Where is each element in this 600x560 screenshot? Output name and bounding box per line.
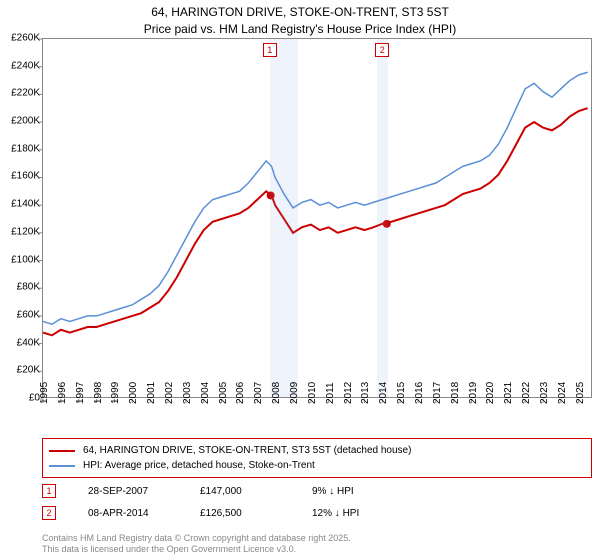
marker-price: £126,500	[200, 508, 280, 519]
annotation-marker: 2	[375, 43, 389, 57]
marker-delta: 9% ↓ HPI	[312, 486, 392, 497]
y-tick-label: £240K	[0, 60, 40, 71]
marker-date: 08-APR-2014	[88, 508, 168, 519]
y-tick-label: £220K	[0, 88, 40, 99]
y-tick-label: £180K	[0, 143, 40, 154]
footer-line2: This data is licensed under the Open Gov…	[42, 544, 592, 556]
legend-item: 64, HARINGTON DRIVE, STOKE-ON-TRENT, ST3…	[49, 443, 585, 458]
footer: Contains HM Land Registry data © Crown c…	[42, 533, 592, 556]
marker-date: 28-SEP-2007	[88, 486, 168, 497]
y-tick-label: £260K	[0, 33, 40, 44]
marker-delta: 12% ↓ HPI	[312, 508, 392, 519]
series-line	[43, 72, 588, 324]
title-line1: 64, HARINGTON DRIVE, STOKE-ON-TRENT, ST3…	[0, 4, 600, 21]
y-tick-label: £80K	[0, 282, 40, 293]
marker-index-box: 2	[42, 506, 56, 520]
chart-svg	[43, 39, 593, 399]
legend-item: HPI: Average price, detached house, Stok…	[49, 458, 585, 473]
footer-line1: Contains HM Land Registry data © Crown c…	[42, 533, 592, 545]
plot-area: 12	[42, 38, 592, 398]
chart-container: 64, HARINGTON DRIVE, STOKE-ON-TRENT, ST3…	[0, 0, 600, 560]
y-tick-label: £0	[0, 393, 40, 404]
y-tick-label: £200K	[0, 116, 40, 127]
marker-table: 1 28-SEP-2007 £147,000 9% ↓ HPI 2 08-APR-2014…	[42, 480, 592, 524]
y-tick-label: £60K	[0, 309, 40, 320]
highlight-band	[377, 39, 388, 397]
marker-table-row: 1 28-SEP-2007 £147,000 9% ↓ HPI	[42, 480, 592, 502]
title-line2: Price paid vs. HM Land Registry's House …	[0, 21, 600, 38]
legend-label: 64, HARINGTON DRIVE, STOKE-ON-TRENT, ST3…	[83, 445, 411, 456]
marker-table-row: 2 08-APR-2014 £126,500 12% ↓ HPI	[42, 502, 592, 524]
x-tick-label: 2025	[575, 382, 600, 404]
legend-swatch	[49, 450, 75, 452]
annotation-marker: 1	[263, 43, 277, 57]
legend-swatch	[49, 465, 75, 467]
y-tick-label: £160K	[0, 171, 40, 182]
y-tick-label: £100K	[0, 254, 40, 265]
y-tick-label: £140K	[0, 199, 40, 210]
marker-index-box: 1	[42, 484, 56, 498]
y-tick-label: £20K	[0, 365, 40, 376]
chart-title: 64, HARINGTON DRIVE, STOKE-ON-TRENT, ST3…	[0, 0, 600, 38]
legend-label: HPI: Average price, detached house, Stok…	[83, 460, 315, 471]
marker-price: £147,000	[200, 486, 280, 497]
legend: 64, HARINGTON DRIVE, STOKE-ON-TRENT, ST3…	[42, 438, 592, 478]
series-line	[43, 108, 588, 335]
y-tick-label: £40K	[0, 337, 40, 348]
chart-area: £0 £20K £40K £60K £80K £100K £120K £140K £160K £1…	[0, 38, 600, 428]
y-tick-label: £120K	[0, 226, 40, 237]
highlight-band	[270, 39, 299, 397]
